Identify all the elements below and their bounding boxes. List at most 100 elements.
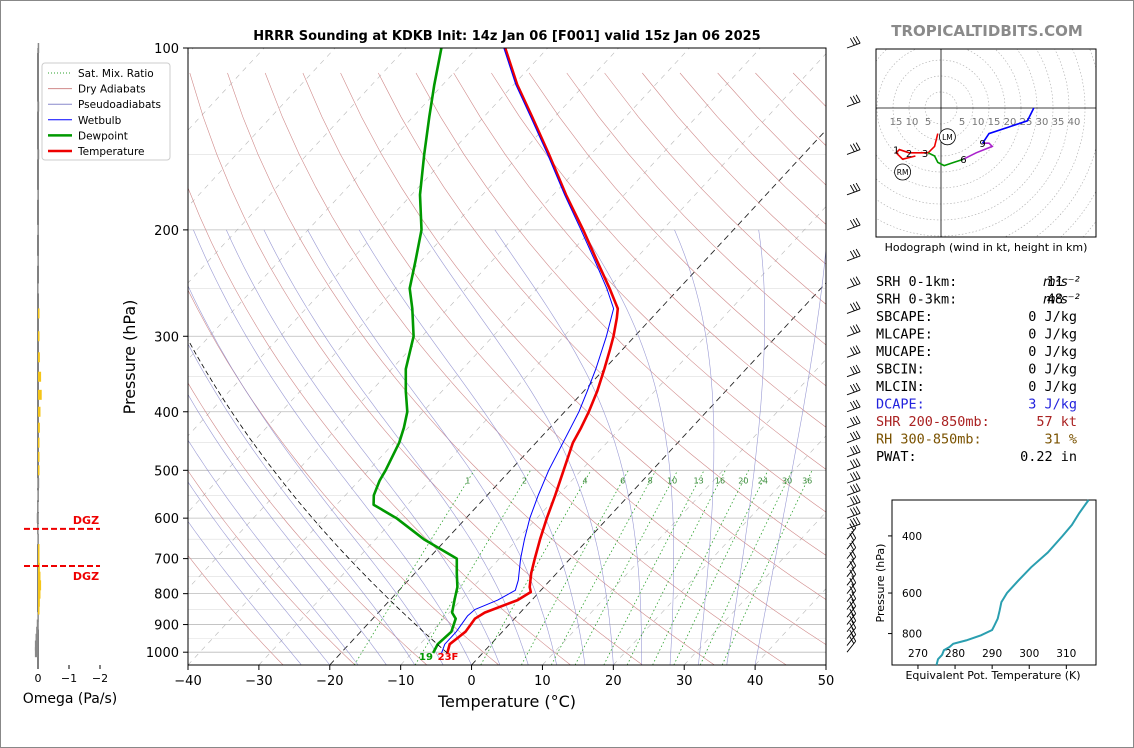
barb-staff xyxy=(846,477,861,484)
chart-title: HRRR Sounding at KDKB Init: 14z Jan 06 [… xyxy=(253,29,760,44)
trace-temperature xyxy=(446,48,620,654)
hodograph-ring-label: 15 xyxy=(890,117,903,128)
barb-flag xyxy=(855,142,861,150)
wind-barb xyxy=(846,301,861,314)
hodograph-marker-label: RM xyxy=(897,168,909,177)
isotherm xyxy=(188,48,761,665)
wind-barb xyxy=(846,415,861,429)
index-label: PWAT: xyxy=(876,449,917,465)
barb-flag xyxy=(855,494,861,503)
barb-flag xyxy=(849,432,855,441)
y-tick-label: 300 xyxy=(154,330,179,345)
isotherm xyxy=(188,48,407,284)
barb-flag xyxy=(852,496,858,504)
barb-staff xyxy=(846,331,861,337)
mixing-ratio-label: 30 xyxy=(782,477,792,486)
theta-e-y-tick-label: 400 xyxy=(902,531,922,543)
barb-flag xyxy=(851,620,857,628)
pseudoadiabat xyxy=(193,229,472,665)
pseudoadiabat xyxy=(188,481,331,665)
index-label: DCAPE: xyxy=(876,397,925,413)
omega-bar xyxy=(38,465,40,476)
dry-adiabat xyxy=(528,72,826,387)
x-tick-label: 40 xyxy=(747,674,764,689)
barb-flag xyxy=(855,458,861,466)
dgz-label: DGZ xyxy=(73,570,99,583)
wind-barb xyxy=(846,620,857,640)
index-value: 0 J/kg xyxy=(1028,344,1077,360)
theta-e-line xyxy=(935,499,1090,666)
pseudoadiabat xyxy=(226,229,501,665)
theta-e-x-label: Equivalent Pot. Temperature (K) xyxy=(905,669,1080,682)
hodograph-ring-label: 10 xyxy=(906,117,919,128)
wind-barb xyxy=(846,567,857,586)
barb-flag xyxy=(849,629,855,638)
wind-barb xyxy=(846,606,857,625)
barb-staff xyxy=(846,574,857,586)
hodograph-height-label: 9 xyxy=(979,139,985,150)
wind-barb xyxy=(846,444,861,458)
barb-flag xyxy=(849,569,855,577)
index-label: RH 300-850mb: xyxy=(876,432,982,448)
barb-flag xyxy=(852,143,858,151)
skewt-x-axis-label: Temperature (°C) xyxy=(437,692,576,711)
barb-flag xyxy=(855,182,861,191)
index-value: 48 xyxy=(1047,292,1063,308)
barb-staff xyxy=(846,547,857,559)
hodograph-ring-label: 35 xyxy=(1052,117,1065,128)
omega-bar xyxy=(38,422,40,433)
barb-flag xyxy=(852,183,858,192)
barb-flag xyxy=(849,250,855,259)
y-tick-label: 800 xyxy=(154,588,179,603)
hodograph-segment xyxy=(981,107,1035,144)
legend-label: Temperature xyxy=(77,146,145,158)
mixing-ratio-label: 6 xyxy=(620,477,625,486)
legend-label: Sat. Mix. Ratio xyxy=(78,68,154,80)
barb-flag xyxy=(855,399,861,408)
barb-flag xyxy=(852,218,858,227)
barb-flag xyxy=(849,585,855,594)
theta-e-x-tick-label: 280 xyxy=(945,648,965,660)
dry-adiabat xyxy=(188,187,571,665)
index-value: 0 J/kg xyxy=(1028,379,1077,395)
barb-staff xyxy=(846,640,857,653)
dry-adiabat xyxy=(566,72,826,346)
mixing-ratio-label: 1 xyxy=(465,477,470,486)
omega-bar xyxy=(37,478,40,489)
hodograph-ring-label: 5 xyxy=(959,117,965,128)
hodograph-frame xyxy=(875,48,1097,238)
wind-barb xyxy=(846,430,861,444)
barb-flag xyxy=(852,365,858,374)
legend-label: Dewpoint xyxy=(78,130,128,142)
omega-bar xyxy=(38,331,40,342)
hodograph-segment xyxy=(927,152,964,167)
wind-barb xyxy=(846,483,861,496)
barb-staff xyxy=(846,620,857,633)
barb-flag xyxy=(849,497,855,505)
dry-adiabat xyxy=(188,470,356,665)
barb-flag xyxy=(849,601,855,609)
skewt-axes: −40 −30 −20 −10 0 10 20 30 40 50 100 200 300 400 500 60… xyxy=(146,42,834,689)
barb-flag xyxy=(852,484,858,492)
barb-staff xyxy=(846,605,857,618)
omega-bar xyxy=(37,612,39,623)
wind-barb xyxy=(846,549,857,569)
hodograph-ring-label: 20 xyxy=(1004,117,1017,128)
barb-flag xyxy=(849,96,855,105)
index-row: SBCAPE: 0 J/kg xyxy=(876,309,1077,325)
isotherm xyxy=(188,48,619,513)
barb-flag xyxy=(855,248,861,257)
theta-e-frame xyxy=(891,499,1097,666)
hodograph-ring-label: 25 xyxy=(1020,117,1033,128)
barb-flag xyxy=(852,517,858,526)
omega-tick-label: −2 xyxy=(92,672,108,685)
barb-flag xyxy=(851,613,857,621)
wind-barb xyxy=(846,276,861,289)
y-tick-label: 100 xyxy=(154,42,179,57)
index-label: MLCAPE: xyxy=(876,327,933,343)
barb-flag xyxy=(849,184,855,193)
pseudoadiabat xyxy=(754,245,826,665)
x-tick-label: 10 xyxy=(534,674,551,689)
index-value: 0.22 in xyxy=(1020,449,1077,465)
barb-flag xyxy=(849,615,855,624)
